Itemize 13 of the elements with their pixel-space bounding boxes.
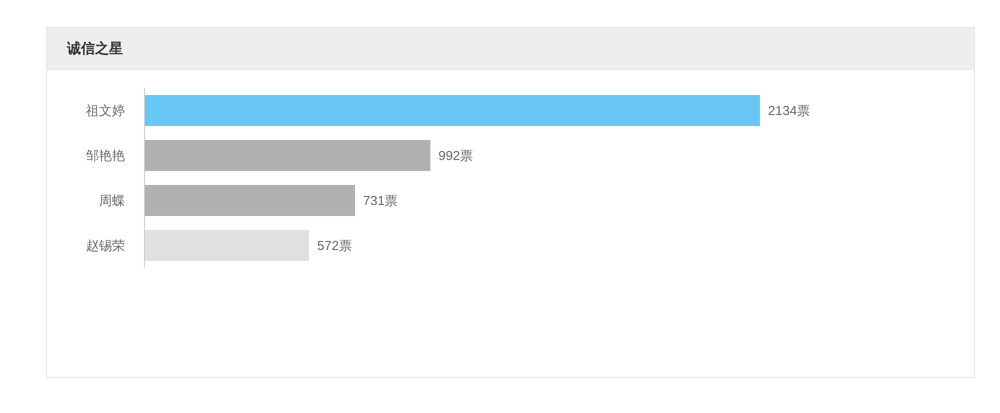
- data-label: 2134票: [768, 103, 810, 118]
- bar: [144, 140, 430, 171]
- data-label: 992票: [438, 148, 474, 163]
- y-tick-label: 周蝶: [99, 193, 125, 208]
- bar: [144, 230, 310, 261]
- bar: [144, 185, 356, 216]
- bar: [144, 95, 760, 126]
- chart-title: 诚信之星: [67, 39, 123, 58]
- data-label: 731票: [363, 193, 398, 208]
- y-tick-label: 祖文婷: [86, 103, 125, 118]
- y-tick-label: 邹艳艳: [86, 148, 125, 163]
- data-label: 572票: [317, 238, 352, 253]
- y-tick-label: 赵锡荣: [86, 238, 125, 253]
